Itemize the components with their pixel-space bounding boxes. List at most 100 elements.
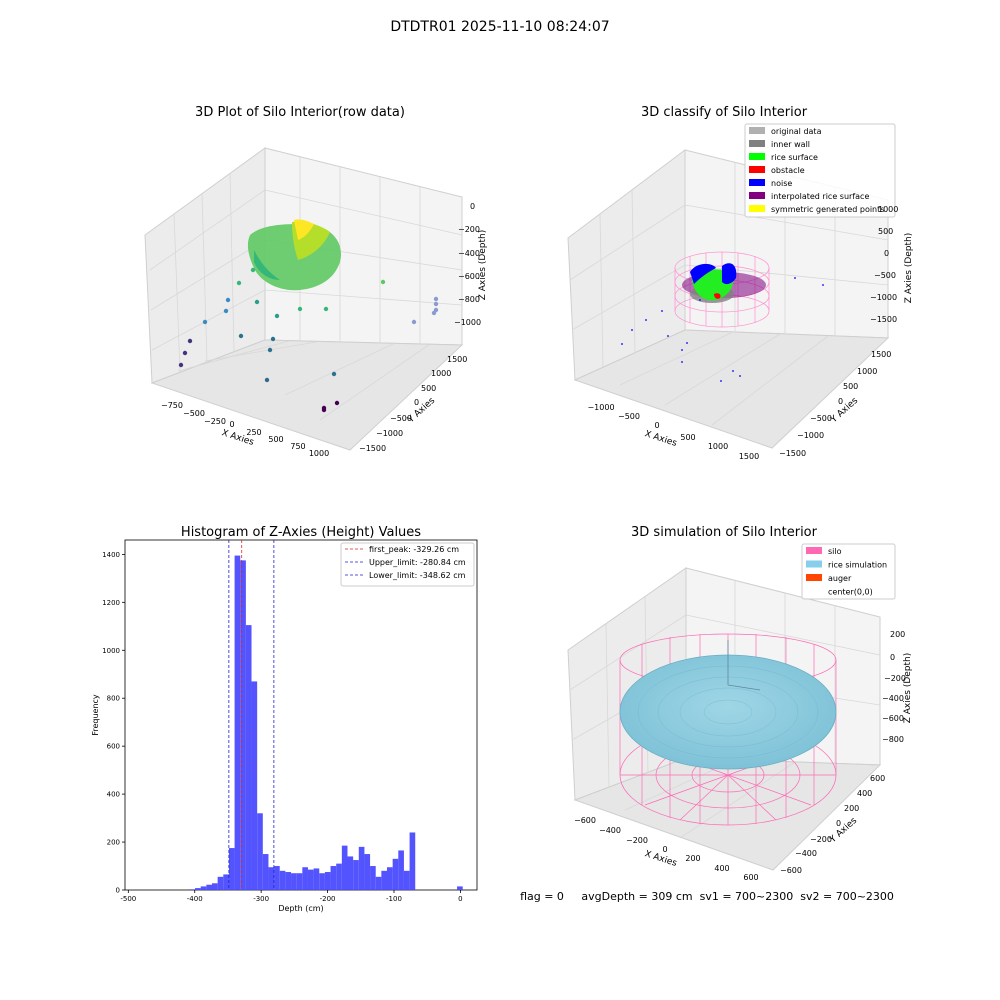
x-tick-label: −500 — [183, 409, 205, 418]
histogram-bar — [279, 870, 286, 890]
histogram-bar — [324, 872, 331, 890]
z-tick-label: −200 — [458, 225, 480, 234]
z-tick-label: 0 — [890, 653, 895, 662]
histogram-bar — [341, 845, 348, 890]
status-line: flag = 0 avgDepth = 309 cm sv1 = 700~230… — [520, 890, 894, 903]
y-tick-label: −400 — [795, 849, 817, 858]
z-tick-label: 0 — [470, 202, 475, 211]
y-tick-label: −1000 — [797, 431, 824, 440]
histogram-bar — [457, 886, 463, 890]
raw-outlier-points — [178, 267, 439, 413]
panel-histogram: Histogram of Z-Axies (Height) Values -50… — [91, 525, 478, 913]
legend-frame — [744, 123, 896, 218]
legend-label: original data — [771, 127, 822, 136]
raw-point-cloud — [247, 219, 342, 291]
z-axis-label: Z Axies (Depth) — [904, 233, 914, 304]
histogram-bar — [313, 868, 320, 890]
auger-shaft — [727, 640, 761, 691]
x-tick-label: 500 — [268, 435, 283, 444]
legend-label: first_peak: -329.26 cm — [369, 545, 459, 554]
y-tick-label: 600 — [870, 774, 885, 783]
legend-entries: first_peak: -329.26 cm Upper_limit: -280.… — [345, 545, 466, 580]
z-tick-label: −1500 — [870, 315, 897, 324]
histogram-bar — [257, 813, 263, 890]
legend-label: Lower_limit: -348.62 cm — [369, 571, 466, 580]
legend: original data inner wall rice surface obsta… — [744, 123, 896, 218]
y-tick-label: 1000 — [102, 647, 120, 655]
legend-label: Upper_limit: -280.84 cm — [369, 558, 466, 567]
x-tick-label: 250 — [246, 428, 261, 437]
x-axis-label: Depth (cm) — [278, 904, 323, 913]
x-tick-label: 600 — [743, 873, 758, 882]
x-tick-label: 500 — [680, 433, 695, 442]
y-tick-label: −1500 — [359, 444, 386, 453]
legend-swatch — [806, 574, 822, 581]
x-tick-label: 0 — [662, 845, 667, 854]
y-axis-label: Y Axies — [827, 816, 859, 846]
histogram-bar — [387, 867, 393, 890]
legend: silo rice simulation auger center(0,0) — [801, 543, 896, 600]
legend-frame — [801, 543, 896, 600]
x-tick-label: 0 — [458, 895, 462, 903]
y-axis-label: Frequency — [91, 694, 100, 736]
z-tick-label: 0 — [884, 249, 889, 258]
pane-floor — [150, 339, 464, 451]
y-tick-labels: 1500 1000 500 0 −500 −1000 −1500 — [779, 350, 891, 458]
histogram-bar — [195, 888, 201, 890]
z-tick-label: −1000 — [870, 293, 897, 302]
reference-lines — [228, 540, 275, 890]
gridlines — [569, 162, 889, 426]
legend-label: rice surface — [771, 153, 818, 162]
classify-points — [682, 263, 766, 303]
classify-noise-scatter — [621, 277, 824, 382]
x-tick-label: 400 — [714, 864, 729, 873]
y-tick-label: −500 — [390, 414, 412, 423]
legend-label: interpolated rice surface — [771, 192, 869, 201]
y-tick-label: 400 — [107, 791, 120, 799]
histogram-bar — [212, 883, 218, 890]
legend: first_peak: -329.26 cm Upper_limit: -280.… — [340, 542, 475, 587]
legend-label: auger — [828, 574, 852, 583]
y-tick-label: −600 — [780, 866, 802, 875]
y-tick-label: 1200 — [102, 599, 120, 607]
x-tick-label: 1000 — [708, 442, 728, 451]
histogram-bar — [398, 850, 404, 890]
x-tick-label: −400 — [599, 826, 621, 835]
z-tick-label: −1000 — [454, 318, 481, 327]
y-tick-label: 0 — [838, 397, 843, 406]
y-tick-label: 1500 — [871, 350, 891, 359]
y-tick-label: 0 — [414, 398, 419, 407]
histogram-bar — [381, 870, 388, 890]
y-axis-label: Y Axies — [828, 396, 860, 426]
x-tick-label: 0 — [229, 420, 234, 429]
histogram-bar — [228, 848, 235, 890]
gridlines — [149, 157, 463, 421]
histogram-bar — [200, 886, 207, 890]
legend-swatch — [749, 205, 765, 212]
histogram-bar — [319, 873, 325, 890]
legend-label: obstacle — [771, 166, 805, 175]
z-axis-label: Z Axies (Depth) — [478, 230, 488, 301]
x-tick-label: -400 — [187, 895, 203, 903]
chart-title: 3D classify of Silo Interior — [641, 105, 808, 120]
x-tick-label: -500 — [120, 895, 136, 903]
y-tick-label: 200 — [844, 804, 859, 813]
y-tick-labels: 600 400 200 0 −200 −400 −600 — [780, 774, 885, 875]
y-tick-label: 600 — [107, 743, 120, 751]
histogram-bar — [370, 866, 376, 890]
legend-swatch — [749, 192, 765, 199]
histogram-bar — [223, 874, 229, 890]
legend-label: silo — [828, 547, 842, 556]
raw-cloud-peak — [294, 219, 314, 240]
z-tick-label: −400 — [882, 694, 904, 703]
histogram-bar — [274, 866, 280, 890]
histogram-bar — [302, 867, 308, 890]
legend-swatch — [806, 547, 822, 554]
x-tick-label: −1000 — [587, 403, 614, 412]
obstacle-points — [714, 293, 721, 299]
y-tick-label: 1000 — [857, 367, 877, 376]
x-tick-label: −250 — [204, 417, 226, 426]
z-tick-label: −500 — [874, 271, 896, 280]
legend-swatch — [749, 140, 765, 147]
z-tick-label: −600 — [882, 714, 904, 723]
